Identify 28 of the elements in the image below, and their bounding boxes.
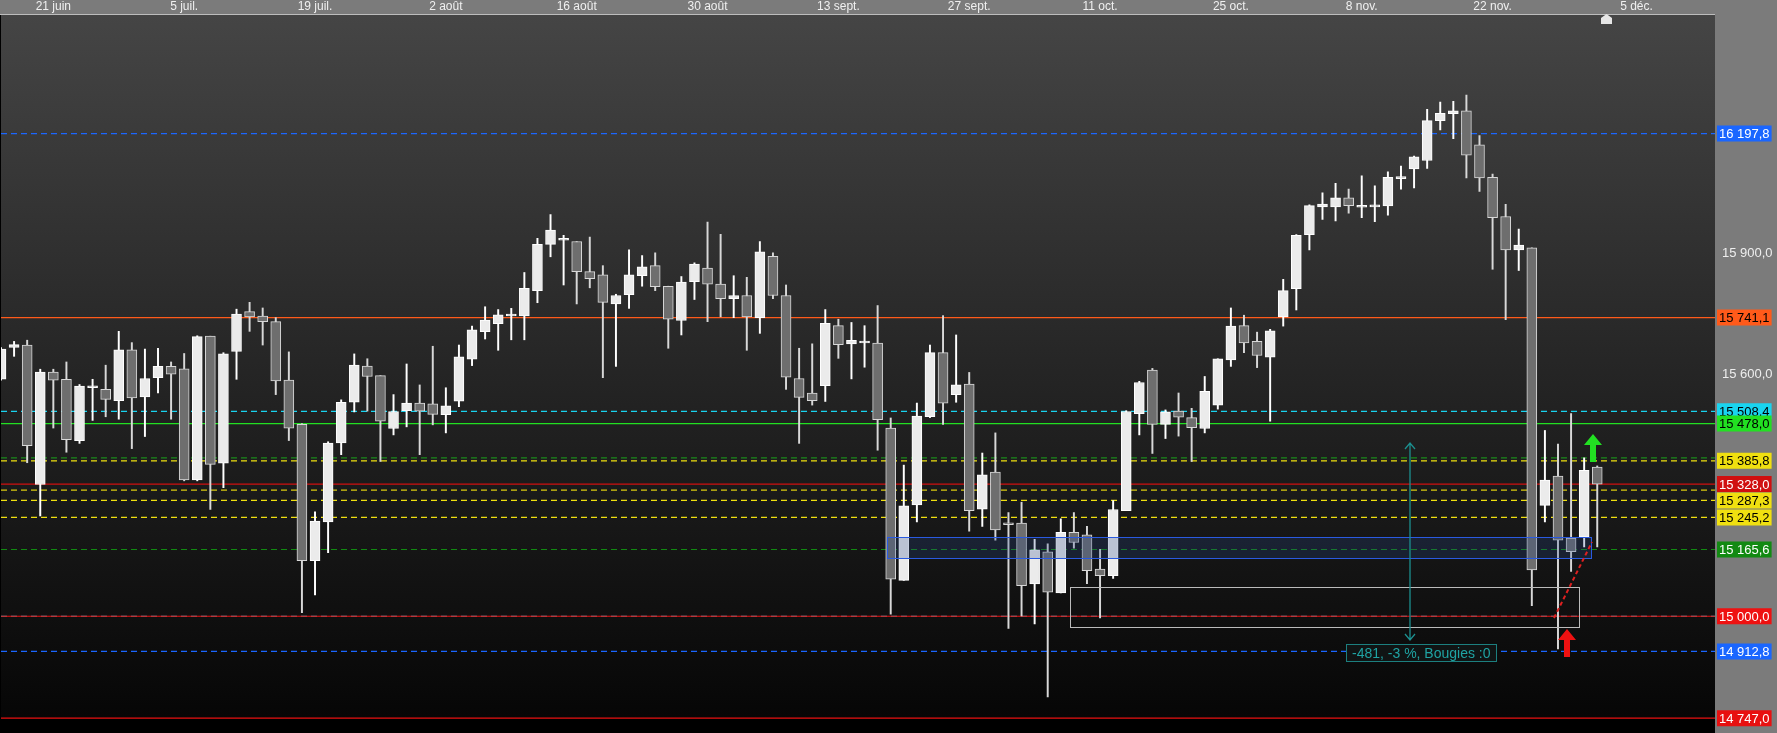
ref-line-label: 15 165,6 <box>1719 542 1770 558</box>
x-tick-label: 25 oct. <box>1212 0 1249 14</box>
ref-line-label: 15 328,0 <box>1719 476 1770 492</box>
ref-line-label: 15 385,8 <box>1719 453 1770 469</box>
ref-line-label: 15 287,3 <box>1719 493 1770 509</box>
y-tick-label: 15 900,0 <box>1722 245 1773 261</box>
ref-line-label: 15 245,2 <box>1719 510 1770 526</box>
x-tick-label: 5 juil. <box>170 0 199 14</box>
ref-line-label: 16 197,8 <box>1719 126 1770 142</box>
x-tick-label: 11 oct. <box>1082 0 1118 14</box>
x-tick-label: 27 sept. <box>947 0 991 14</box>
x-tick-label: 30 août <box>687 0 729 14</box>
y-tick-label: 15 600,0 <box>1722 366 1773 382</box>
x-tick-label: 13 sept. <box>817 0 860 14</box>
x-tick-label: 2 août <box>429 0 464 14</box>
x-tick-label: 5 déc. <box>1620 0 1653 14</box>
ref-line-label: 15 000,0 <box>1719 608 1770 624</box>
ref-line-label: 14 912,8 <box>1719 643 1770 659</box>
ref-line-label: 15 478,0 <box>1719 416 1770 432</box>
x-tick-label: 16 août <box>556 0 598 14</box>
x-tick-label: 19 juil. <box>297 0 333 14</box>
annotation: -481, -3 %, Bougies :0 <box>1346 644 1497 662</box>
ref-line-label: 15 741,1 <box>1719 310 1770 326</box>
x-tick-label: 22 nov. <box>1473 0 1512 14</box>
ref-line-label: 14 747,0 <box>1719 710 1770 726</box>
x-tick-label: 21 juin <box>35 0 72 14</box>
x-tick-label: 8 nov. <box>1345 0 1378 14</box>
ref-line-label: 15 508,4 <box>1719 403 1770 419</box>
